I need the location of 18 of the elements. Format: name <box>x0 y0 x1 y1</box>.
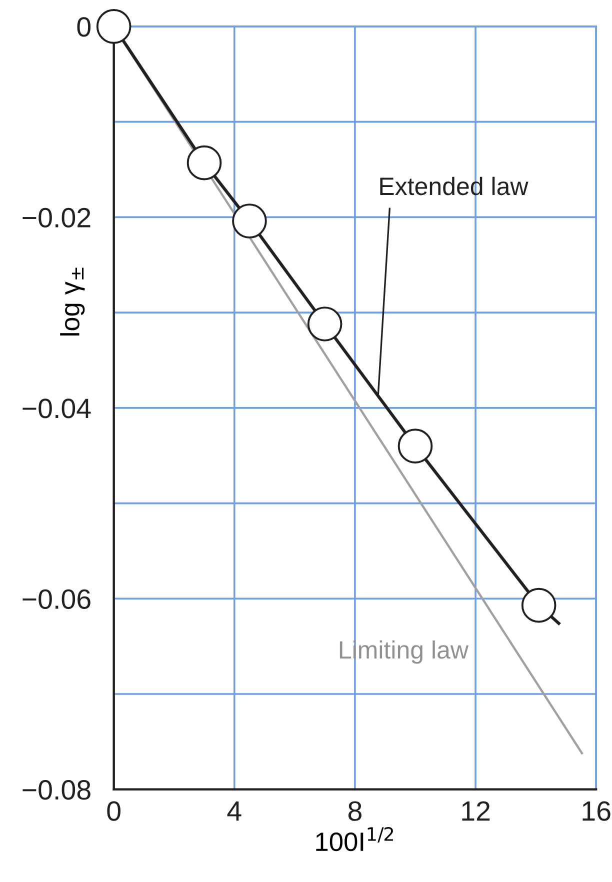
x-tick-label: 4 <box>227 802 242 821</box>
y-tick-label: 0 <box>77 17 91 37</box>
point <box>96 9 132 44</box>
y-axis-title: log γ$_{±}$ <box>60 268 85 336</box>
x-tick-label: 12 <box>462 801 490 821</box>
point <box>186 145 222 180</box>
x-axis-title: 100I$^{1/2}$ <box>316 827 394 852</box>
x-tick-label: 8 <box>348 801 362 821</box>
point <box>307 306 342 342</box>
x-tick-label: 0 <box>107 801 120 821</box>
y-tick-label: −0.06 <box>22 589 90 609</box>
y-tick-label: −0.02 <box>22 208 90 228</box>
point <box>232 204 267 238</box>
point <box>398 428 433 464</box>
y-tick-label: −0.04 <box>22 398 91 418</box>
point <box>521 588 556 623</box>
x-tick-label: 16 <box>582 801 610 821</box>
y-tick-label: −0.08 <box>22 780 90 800</box>
